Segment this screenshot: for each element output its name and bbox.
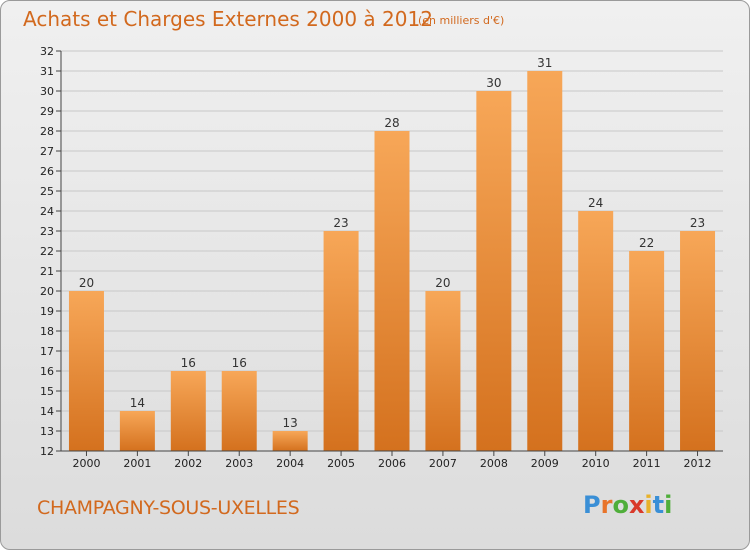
bar-2001: [120, 411, 155, 451]
x-tick-label: 2006: [378, 457, 406, 470]
logo-letter: x: [629, 491, 644, 519]
x-tick-label: 2011: [633, 457, 661, 470]
x-tick-label: 2007: [429, 457, 457, 470]
bar-2008: [476, 91, 511, 451]
x-tick-label: 2010: [582, 457, 610, 470]
value-label: 16: [181, 356, 196, 370]
bar-2012: [680, 231, 715, 451]
bar-2007: [425, 291, 460, 451]
value-label: 22: [639, 236, 654, 250]
bar-2003: [222, 371, 257, 451]
y-tick-label: 21: [40, 265, 54, 278]
value-label: 24: [588, 196, 603, 210]
y-tick-label: 26: [40, 165, 54, 178]
y-tick-label: 17: [40, 345, 54, 358]
value-label: 14: [130, 396, 145, 410]
chart-frame: Achats et Charges Externes 2000 à 2012 (…: [0, 0, 750, 550]
logo-letter: i: [644, 491, 652, 519]
bar-2002: [171, 371, 206, 451]
y-tick-label: 32: [40, 45, 54, 58]
y-tick-label: 18: [40, 325, 54, 338]
y-tick-label: 22: [40, 245, 54, 258]
x-tick-label: 2009: [531, 457, 559, 470]
logo-letter: t: [653, 491, 664, 519]
y-tick-label: 25: [40, 185, 54, 198]
x-tick-label: 2001: [123, 457, 151, 470]
y-tick-label: 20: [40, 285, 54, 298]
x-tick-label: 2002: [174, 457, 202, 470]
y-tick-label: 28: [40, 125, 54, 138]
value-label: 20: [435, 276, 450, 290]
x-tick-label: 2000: [72, 457, 100, 470]
x-tick-label: 2012: [684, 457, 712, 470]
proxiti-logo: Proxiti: [583, 491, 672, 519]
y-tick-label: 23: [40, 225, 54, 238]
value-label: 13: [283, 416, 298, 430]
y-tick-label: 19: [40, 305, 54, 318]
value-label: 20: [79, 276, 94, 290]
y-tick-label: 15: [40, 385, 54, 398]
y-tick-label: 16: [40, 365, 54, 378]
logo-letter: o: [612, 491, 629, 519]
y-tick-label: 13: [40, 425, 54, 438]
y-tick-label: 12: [40, 445, 54, 458]
y-tick-label: 14: [40, 405, 54, 418]
bar-2000: [69, 291, 104, 451]
bar-2009: [527, 71, 562, 451]
bar-2004: [273, 431, 308, 451]
value-label: 30: [486, 76, 501, 90]
logo-letter: i: [664, 491, 672, 519]
value-label: 31: [537, 56, 552, 70]
bar-2005: [324, 231, 359, 451]
bar-2010: [578, 211, 613, 451]
y-tick-label: 29: [40, 105, 54, 118]
bar-2011: [629, 251, 664, 451]
y-tick-label: 31: [40, 65, 54, 78]
city-name: CHAMPAGNY-SOUS-UXELLES: [37, 497, 299, 519]
y-tick-label: 30: [40, 85, 54, 98]
logo-letter: r: [601, 491, 613, 519]
y-tick-label: 24: [40, 205, 54, 218]
value-label: 28: [384, 116, 399, 130]
x-tick-label: 2003: [225, 457, 253, 470]
value-label: 23: [690, 216, 705, 230]
value-label: 23: [333, 216, 348, 230]
bar-2006: [375, 131, 410, 451]
x-tick-label: 2004: [276, 457, 304, 470]
bar-chart: 20 14 16 16 13 23 28 20 30 31 24 22 23 12 13 14 15 16 17 1…: [1, 1, 750, 550]
x-tick-label: 2008: [480, 457, 508, 470]
logo-letter: P: [583, 491, 601, 519]
x-tick-label: 2005: [327, 457, 355, 470]
value-label: 16: [232, 356, 247, 370]
y-tick-label: 27: [40, 145, 54, 158]
